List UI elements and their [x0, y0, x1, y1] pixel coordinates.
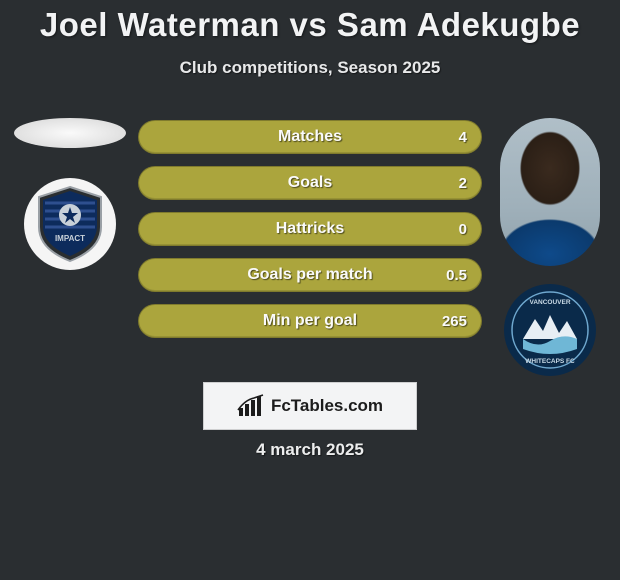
svg-text:VANCOUVER: VANCOUVER [529, 299, 570, 306]
stat-label: Goals per match [247, 266, 372, 284]
bar-chart-icon [237, 394, 265, 418]
svg-text:WHITECAPS FC: WHITECAPS FC [525, 358, 575, 365]
club-crest-left: IMPACT [24, 178, 116, 270]
date-label: 4 march 2025 [0, 440, 620, 460]
stat-bar: Goals 2 [138, 166, 482, 200]
page-title: Joel Waterman vs Sam Adekugbe [0, 0, 620, 44]
stat-bar: Matches 4 [138, 120, 482, 154]
stat-bar: Hattricks 0 [138, 212, 482, 246]
club-crest-right: VANCOUVER WHITECAPS FC [504, 284, 596, 376]
stat-value: 0 [459, 221, 467, 238]
player-right-photo [500, 118, 600, 266]
montreal-crest-icon: IMPACT [35, 185, 105, 263]
stat-value: 2 [459, 175, 467, 192]
stat-label: Hattricks [276, 220, 344, 238]
stat-bar: Min per goal 265 [138, 304, 482, 338]
stat-bar: Goals per match 0.5 [138, 258, 482, 292]
brand-badge[interactable]: FcTables.com [203, 382, 417, 430]
stats-bars: Matches 4 Goals 2 Hattricks 0 Goals per … [138, 120, 482, 350]
player-left-column: IMPACT [8, 118, 132, 270]
whitecaps-crest-icon: VANCOUVER WHITECAPS FC [509, 289, 591, 371]
stat-label: Matches [278, 128, 342, 146]
stat-label: Min per goal [263, 312, 357, 330]
stat-label: Goals [288, 174, 332, 192]
stat-value: 4 [459, 129, 467, 146]
subtitle: Club competitions, Season 2025 [0, 58, 620, 78]
player-right-column: VANCOUVER WHITECAPS FC [488, 118, 612, 376]
svg-text:IMPACT: IMPACT [55, 234, 85, 243]
brand-text: FcTables.com [271, 396, 383, 416]
stat-value: 0.5 [446, 267, 467, 284]
player-left-photo-placeholder [14, 118, 126, 148]
stat-value: 265 [442, 313, 467, 330]
